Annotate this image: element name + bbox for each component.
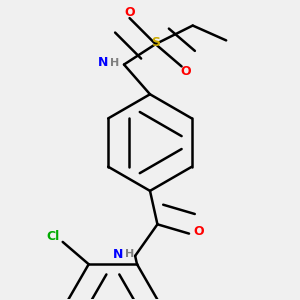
Text: H: H (125, 249, 134, 259)
Text: Cl: Cl (47, 230, 60, 243)
Text: O: O (124, 6, 135, 19)
Text: N: N (98, 56, 109, 69)
Text: S: S (151, 36, 160, 49)
Text: O: O (193, 225, 204, 238)
Text: O: O (180, 65, 190, 79)
Text: N: N (113, 248, 124, 260)
Text: H: H (110, 58, 119, 68)
